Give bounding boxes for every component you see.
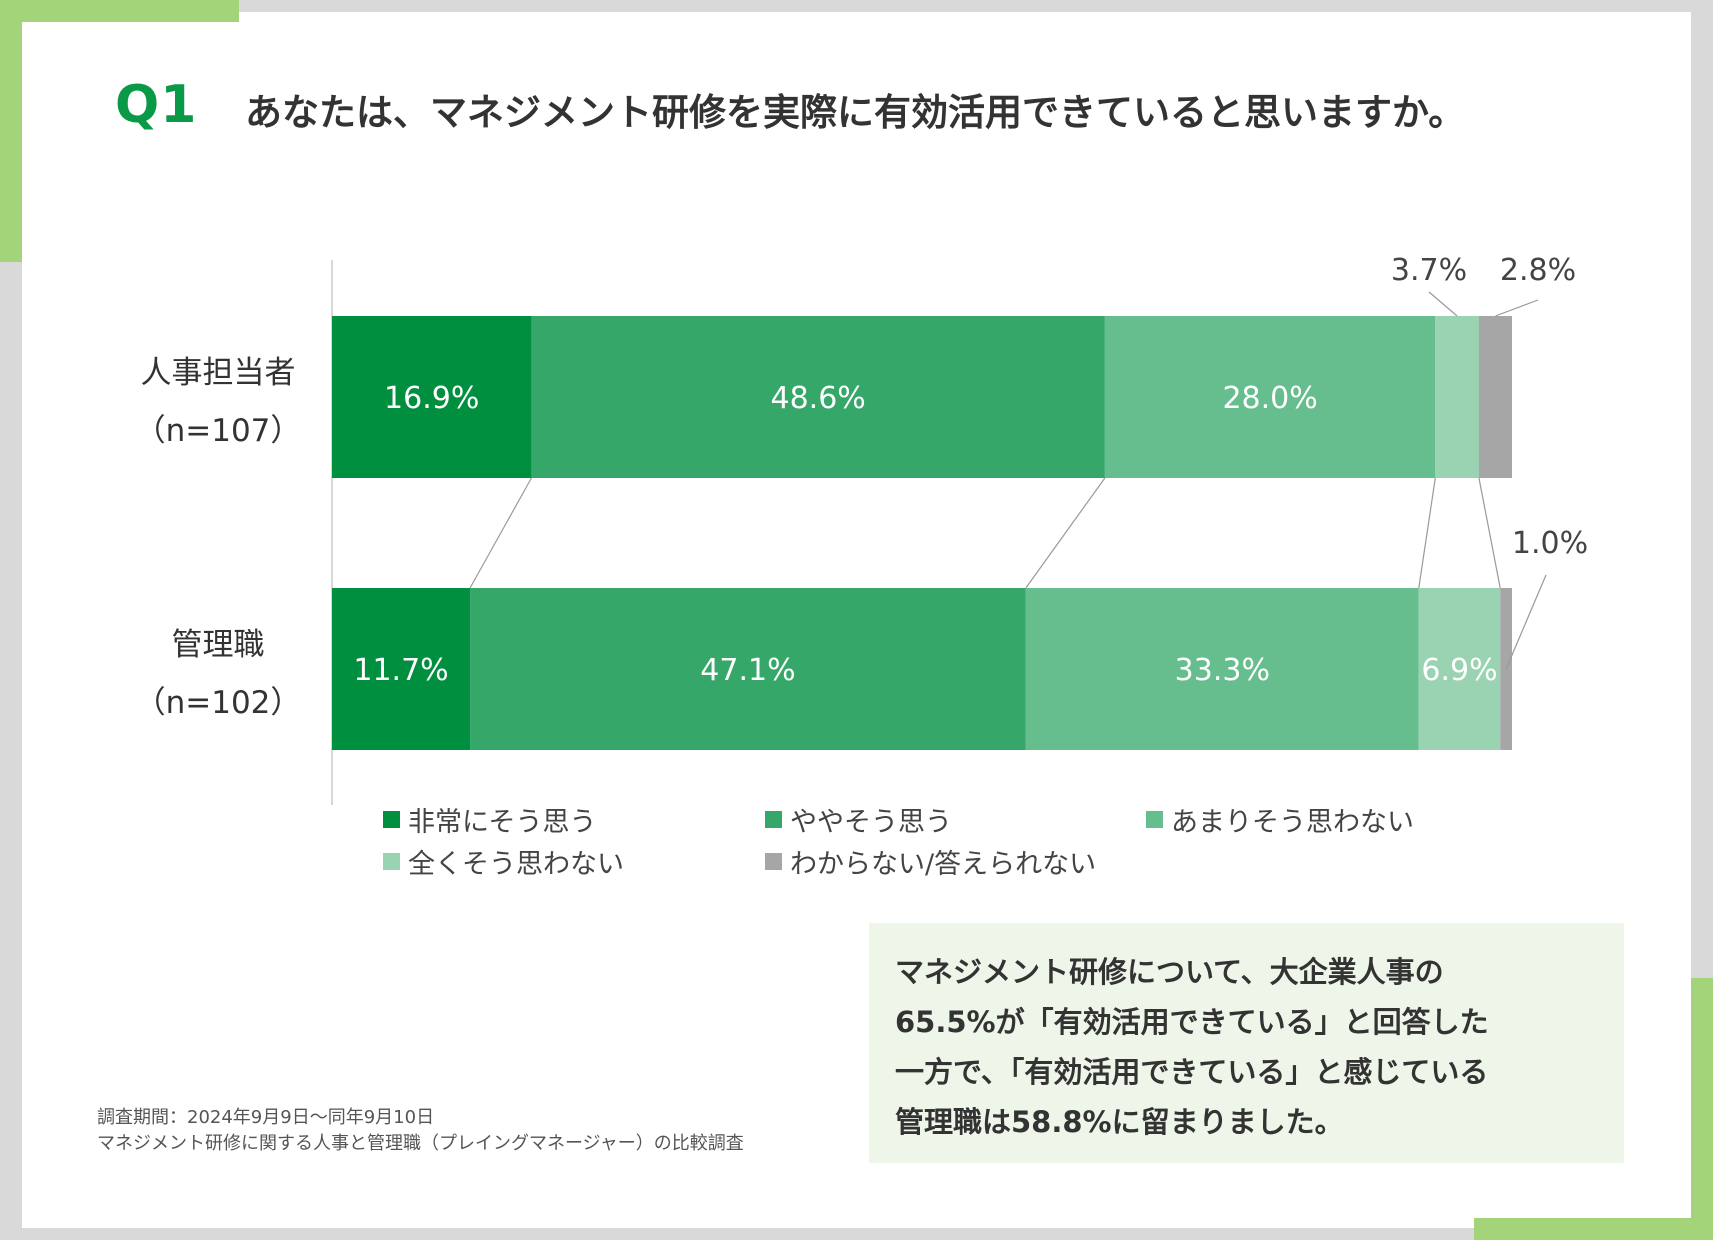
- accent-bar-top-left: [0, 0, 239, 22]
- category-sample-size: （n=102）: [135, 685, 302, 721]
- accent-bar-bottom-right: [1474, 1218, 1713, 1240]
- summary-line: 一方で、「有効活用できている」と感じている: [895, 1055, 1489, 1089]
- data-label-external: 1.0%: [1512, 526, 1588, 561]
- legend-label: 全くそう思わない: [408, 849, 624, 880]
- legend-item: わからない/答えられない: [765, 842, 1096, 881]
- survey-title: マネジメント研修に関する人事と管理職（プレイングマネージャー）の比較調査: [97, 1133, 744, 1154]
- bar-segment: [470, 588, 1026, 750]
- legend-swatch: [383, 811, 400, 828]
- legend-item: ややそう思う: [765, 800, 952, 839]
- leader-line: [1428, 291, 1458, 317]
- summary-line: 65.5%が「有効活用できている」と回答した: [895, 1005, 1489, 1039]
- legend-label: ややそう思う: [790, 807, 952, 838]
- bar-segment: [1478, 316, 1512, 478]
- bar-segment: [1435, 316, 1479, 478]
- bar-segment: [531, 316, 1105, 478]
- connector-line: [1418, 477, 1436, 589]
- bar-segment: [1418, 588, 1501, 750]
- data-label: 11.7%: [353, 653, 448, 688]
- data-label: 47.1%: [700, 653, 795, 688]
- category-sample-size: （n=107）: [135, 413, 302, 449]
- connector-line: [469, 477, 532, 589]
- category-label: 管理職: [172, 627, 265, 663]
- category-label: 人事担当者: [141, 355, 296, 391]
- summary-text: マネジメント研修について、大企業人事の 65.5%が「有効活用できている」と回答…: [895, 947, 1605, 1147]
- leader-line: [1505, 574, 1547, 670]
- legend-swatch: [765, 811, 782, 828]
- summary-line: 管理職は58.8%に留まりました。: [895, 1105, 1344, 1139]
- question-label: Q1: [115, 75, 198, 135]
- data-label-external: 3.7%: [1391, 253, 1467, 288]
- connector-line: [1025, 477, 1106, 589]
- data-label: 16.9%: [384, 381, 479, 416]
- legend-label: 非常にそう思う: [408, 807, 597, 838]
- legend-swatch: [1146, 811, 1163, 828]
- legend-swatch: [383, 853, 400, 870]
- summary-line: マネジメント研修について、大企業人事の: [895, 955, 1444, 989]
- bar-segment: [1104, 316, 1436, 478]
- legend-item: 全くそう思わない: [383, 842, 624, 881]
- legend-swatch: [765, 853, 782, 870]
- legend-label: あまりそう思わない: [1171, 807, 1414, 838]
- data-label: 33.3%: [1175, 653, 1270, 688]
- data-label: 28.0%: [1222, 381, 1317, 416]
- legend-label: わからない/答えられない: [790, 849, 1097, 880]
- legend-item: あまりそう思わない: [1146, 800, 1414, 839]
- data-label: 6.9%: [1421, 653, 1497, 688]
- leader-line: [1495, 299, 1539, 317]
- data-label-external: 2.8%: [1500, 253, 1576, 288]
- bar-segment: [1025, 588, 1419, 750]
- question-text: あなたは、マネジメント研修を実際に有効活用できていると思いますか。: [245, 91, 1466, 134]
- accent-bar-left: [0, 0, 22, 262]
- source-note: 調査期間：2024年9月9日〜同年9月10日 マネジメント研修に関する人事と管理…: [97, 1105, 744, 1157]
- summary-box: マネジメント研修について、大企業人事の 65.5%が「有効活用できている」と回答…: [869, 923, 1624, 1163]
- data-label: 48.6%: [771, 381, 866, 416]
- legend-item: 非常にそう思う: [383, 800, 596, 839]
- survey-period: 調査期間：2024年9月9日〜同年9月10日: [97, 1107, 435, 1128]
- accent-bar-right: [1691, 978, 1713, 1240]
- connector-line: [1478, 477, 1501, 589]
- bar-segment: [332, 316, 532, 478]
- bar-segment: [332, 588, 471, 750]
